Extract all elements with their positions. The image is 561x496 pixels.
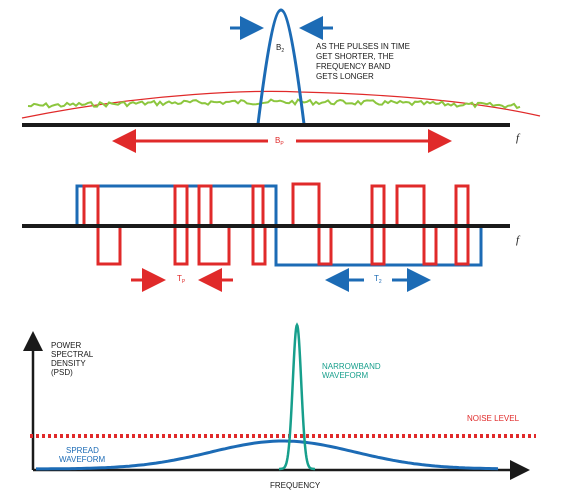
b2-label: B2: [276, 43, 284, 54]
spread-waveform-label: SPREAD WAVEFORM: [59, 446, 106, 464]
narrowband-label: NARROWBAND WAVEFORM: [322, 362, 383, 380]
narrowband-pulse: [256, 8, 306, 125]
spread-waveform-curve: [36, 439, 499, 471]
panel-frequency-bands: f B2 AS THE PULSES IN TIME GET SHORTER, …: [21, 8, 541, 153]
red-short-pulses: [82, 182, 470, 266]
psd-axis-label: POWER SPECTRAL DENSITY (PSD): [51, 341, 95, 377]
bp-label: BP: [275, 136, 284, 147]
panel-psd: POWER SPECTRAL DENSITY (PSD) NARROWBAND …: [23, 322, 536, 490]
narrowband-waveform-curve: [279, 322, 315, 471]
axis-f-label-2: f: [516, 234, 521, 246]
axis-f-label-1: f: [516, 132, 521, 144]
panel-time-pulses: f TP T2: [22, 182, 521, 292]
pulse-annotation: AS THE PULSES IN TIME GET SHORTER, THE F…: [316, 42, 412, 81]
t2-label: T2: [374, 274, 382, 285]
tp-label: TP: [177, 274, 186, 285]
noise-trace: [27, 98, 521, 110]
noise-level-label: NOISE LEVEL: [467, 414, 520, 423]
frequency-axis-label: FREQUENCY: [270, 481, 321, 490]
